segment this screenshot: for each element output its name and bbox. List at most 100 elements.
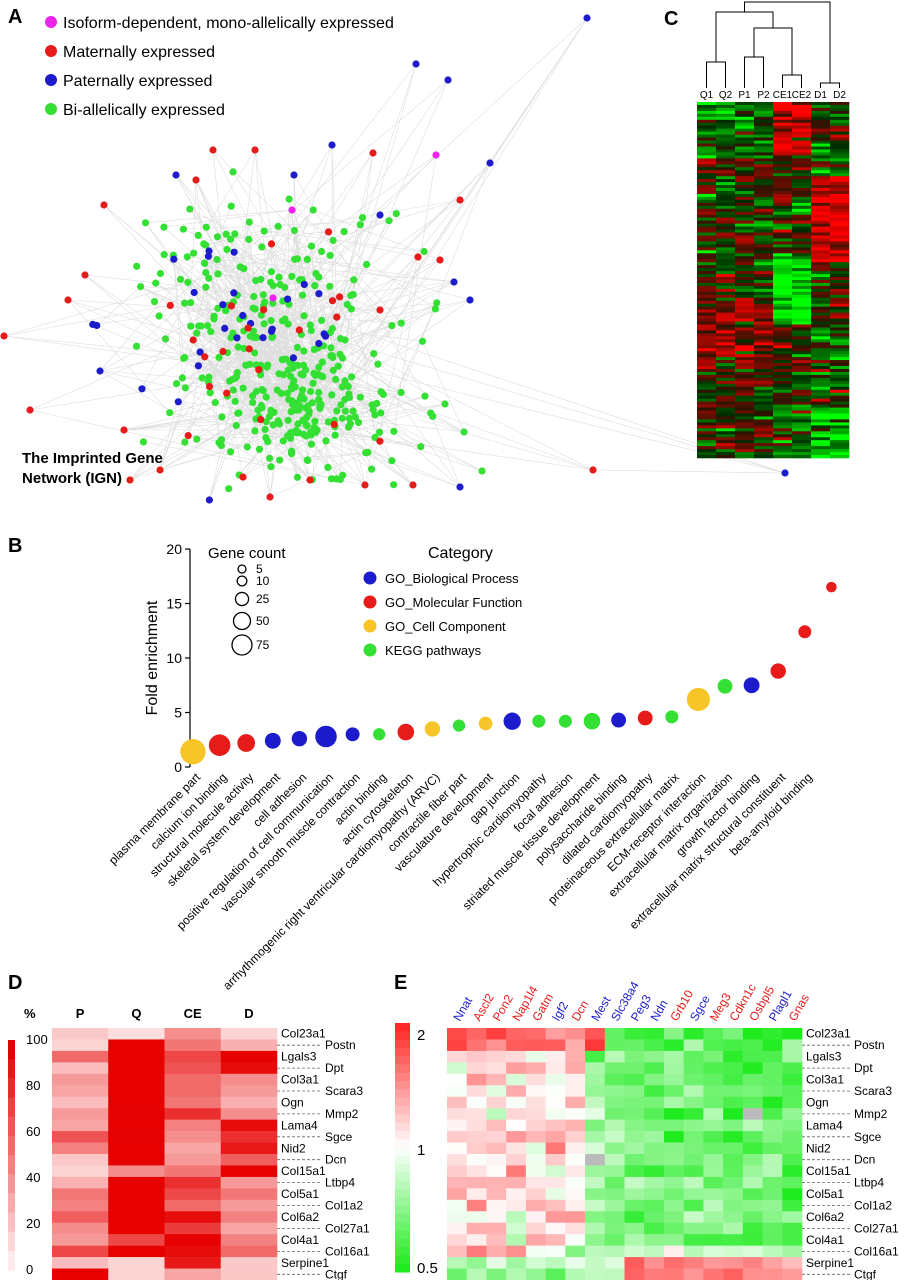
heatmap-cell [811, 137, 831, 141]
heatmap-row-label: Nid2 [806, 1141, 831, 1155]
heatmap-cell [604, 1096, 625, 1109]
heatmap-cell [716, 214, 736, 218]
network-node [441, 400, 449, 408]
size-legend-label: 5 [256, 562, 263, 576]
heatmap-cell [792, 434, 812, 438]
heatmap-cell [754, 428, 774, 432]
heatmap-cell [792, 182, 812, 186]
network-node [230, 289, 238, 297]
heatmap-cell [754, 113, 774, 118]
heatmap-cell [525, 1062, 546, 1075]
heatmap-cell [773, 214, 793, 218]
heatmap-cell [773, 404, 793, 408]
heatmap-cell [683, 1222, 704, 1235]
network-node [253, 333, 261, 341]
heatmap-row-label: Col27a1 [325, 1222, 370, 1236]
network-node [261, 425, 269, 434]
heatmap-cell [545, 1211, 566, 1224]
network-node [174, 398, 182, 406]
heatmap-cell [565, 1062, 586, 1075]
heatmap-cell [830, 342, 850, 346]
dendrogram [706, 1, 840, 88]
heatmap-cell [108, 1039, 165, 1052]
heatmap-cell [792, 158, 812, 162]
network-node [234, 343, 242, 351]
colorbar-segment [395, 1122, 410, 1132]
heatmap-cell [716, 410, 736, 414]
network-node [214, 270, 222, 278]
network-node [412, 60, 420, 68]
network-node [279, 317, 287, 325]
network-node [240, 265, 248, 273]
category-legend-dot [363, 571, 377, 585]
heatmap-cell [754, 268, 774, 272]
heatmap-cell [773, 137, 793, 141]
heatmap-cell [545, 1131, 566, 1143]
heatmap-cell [773, 285, 793, 290]
heatmap-cell [792, 443, 812, 447]
heatmap-cell [792, 413, 812, 417]
heatmap-cell [697, 158, 717, 162]
heatmap-cell [792, 395, 812, 399]
heatmap-cell [697, 193, 717, 198]
heatmap-cell [811, 306, 831, 310]
network-node [210, 312, 218, 320]
heatmap-cell [773, 306, 793, 310]
heatmap-cell [663, 1154, 684, 1166]
heatmap-cell [604, 1257, 625, 1269]
heatmap-cell [830, 235, 850, 239]
heatmap-cell [565, 1211, 586, 1224]
heatmap-row-label: Ogn [806, 1096, 829, 1110]
heatmap-cell [545, 1257, 566, 1269]
heatmap-cell [830, 416, 850, 420]
heatmap-cell [585, 1222, 606, 1235]
heatmap-cell [735, 318, 755, 322]
enrichment-point [611, 712, 627, 728]
heatmap-cell [663, 1096, 684, 1109]
network-node [138, 385, 146, 393]
heatmap-cell [545, 1073, 566, 1086]
heatmap-cell [735, 277, 755, 281]
heatmap-cell [644, 1222, 665, 1235]
heatmap-cell [792, 383, 812, 388]
heatmap-cell [697, 208, 717, 213]
heatmap-cell [697, 348, 717, 352]
heatmap-cell [506, 1119, 527, 1132]
heatmap-cell [716, 232, 736, 236]
heatmap-cell [663, 1188, 684, 1201]
heatmap-cell [697, 374, 717, 379]
heatmap-cell [697, 315, 717, 319]
heatmap-cell [466, 1096, 487, 1109]
heatmap-cell [585, 1108, 606, 1120]
heatmap-cell [52, 1119, 109, 1132]
heatmap-cell [697, 152, 717, 156]
heatmap-row-label: Col1a2 [854, 1199, 892, 1213]
heatmap-cell [754, 306, 774, 310]
heatmap-cell [773, 217, 793, 221]
heatmap-cell [773, 164, 793, 168]
heatmap-cell [716, 392, 736, 396]
heatmap-row-label: Col6a2 [806, 1210, 844, 1224]
heatmap-cell [697, 199, 717, 204]
heatmap-cell [792, 437, 812, 441]
heatmap-cell [716, 455, 736, 459]
heatmap-cell [830, 437, 850, 441]
heatmap-cell [697, 191, 717, 195]
heatmap-cell [811, 440, 831, 444]
heatmap-cell [792, 428, 812, 432]
heatmap-cell [830, 185, 850, 189]
heatmap-cell [723, 1165, 744, 1178]
heatmap-cell [792, 116, 812, 121]
heatmap-cell [811, 401, 831, 405]
heatmap-cell [742, 1268, 763, 1280]
heatmap-cell [773, 288, 793, 293]
network-node [239, 384, 247, 392]
heatmap-cell [716, 125, 736, 129]
legend-dot [45, 16, 57, 28]
heatmap-cell [716, 383, 736, 388]
network-node [267, 278, 275, 286]
heatmap-cell [811, 336, 831, 340]
heatmap-cell [565, 1085, 586, 1098]
heatmap-cell [773, 131, 793, 135]
